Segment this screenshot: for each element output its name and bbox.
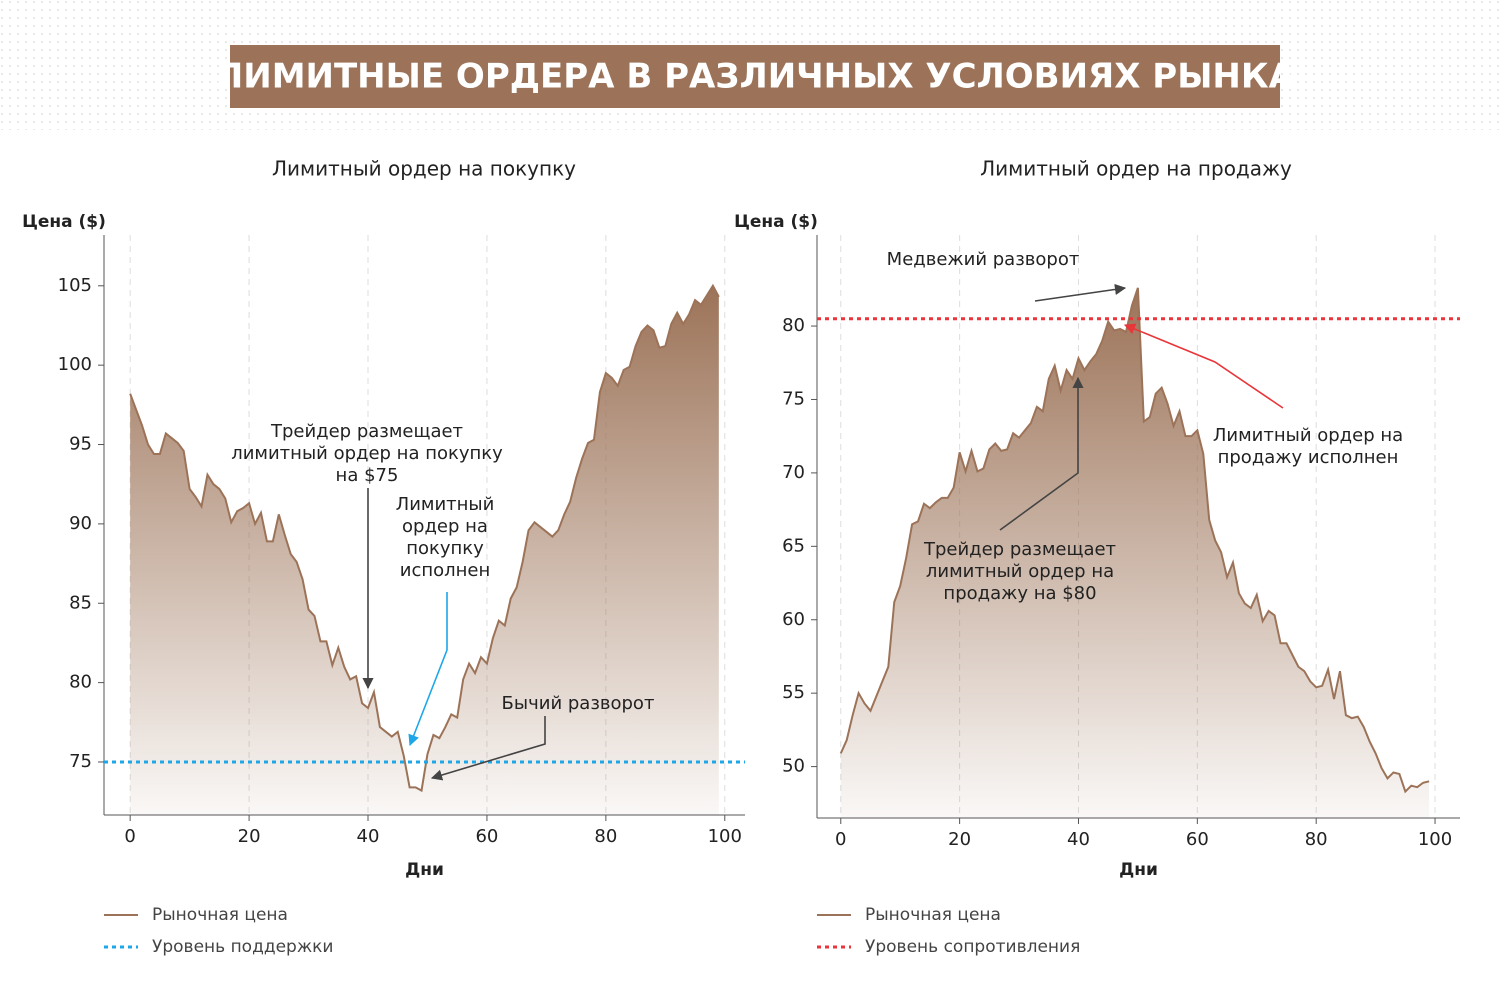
price-line bbox=[129, 283, 720, 793]
annotation-arrow bbox=[1034, 283, 1127, 302]
page-title: ЛИМИТНЫЕ ОРДЕРА В РАЗЛИЧНЫХ УСЛОВИЯХ РЫН… bbox=[215, 57, 1296, 97]
x-tick-label: 100 bbox=[1418, 829, 1452, 850]
annotation: ордер на bbox=[402, 516, 488, 537]
y-axis-label: Цена ($) bbox=[22, 212, 106, 232]
annotation: Трейдер размещает bbox=[270, 421, 463, 442]
x-tick-label: 60 bbox=[475, 826, 498, 847]
y-tick-label: 100 bbox=[58, 354, 92, 375]
price-area bbox=[130, 285, 719, 815]
annotation-arrow bbox=[430, 716, 546, 781]
y-tick-label: 95 bbox=[69, 434, 92, 455]
legend-label: Уровень сопротивления bbox=[865, 937, 1080, 957]
x-tick-label: 100 bbox=[708, 826, 742, 847]
y-tick-label: 55 bbox=[782, 682, 805, 703]
annotation: Лимитный ордер на bbox=[1213, 425, 1403, 446]
y-tick-label: 65 bbox=[782, 535, 805, 556]
legend-label: Рыночная цена bbox=[865, 905, 1001, 925]
annotation: лимитный ордер на покупку bbox=[231, 443, 503, 464]
legend-label: Уровень поддержки bbox=[152, 937, 333, 957]
y-tick-label: 80 bbox=[782, 315, 805, 336]
y-tick-label: 75 bbox=[782, 388, 805, 409]
annotation: продажу на $80 bbox=[943, 583, 1096, 604]
price-area bbox=[840, 287, 1430, 819]
annotation-arrow bbox=[408, 592, 448, 747]
y-tick-label: 80 bbox=[69, 672, 92, 693]
annotation: Медвежий разворот bbox=[887, 249, 1080, 270]
y-tick-label: 105 bbox=[58, 275, 92, 296]
y-tick-label: 50 bbox=[782, 756, 805, 777]
annotation: Бычий разворот bbox=[502, 693, 655, 714]
annotation-arrow bbox=[999, 376, 1084, 531]
x-tick-label: 0 bbox=[124, 826, 135, 847]
chart-title: Лимитный ордер на покупку bbox=[272, 157, 576, 181]
y-tick-label: 85 bbox=[69, 592, 92, 613]
x-tick-label: 40 bbox=[1067, 829, 1090, 850]
price-line bbox=[839, 287, 1430, 794]
chart-title: Лимитный ордер на продажу bbox=[980, 157, 1292, 181]
x-tick-label: 60 bbox=[1186, 829, 1209, 850]
x-axis-label: Дни bbox=[1119, 860, 1158, 880]
legend-label: Рыночная цена bbox=[152, 905, 288, 925]
x-axis-label: Дни bbox=[405, 860, 444, 880]
annotation: Трейдер размещает bbox=[923, 539, 1116, 560]
x-tick-label: 80 bbox=[1305, 829, 1328, 850]
annotation: на $75 bbox=[336, 465, 399, 486]
x-tick-label: 20 bbox=[238, 826, 261, 847]
y-tick-label: 90 bbox=[69, 513, 92, 534]
annotation: Лимитный bbox=[396, 494, 495, 515]
x-tick-label: 0 bbox=[835, 829, 846, 850]
annotation: продажу исполнен bbox=[1218, 447, 1399, 468]
annotation: лимитный ордер на bbox=[926, 561, 1114, 582]
x-tick-label: 40 bbox=[357, 826, 380, 847]
y-axis-label: Цена ($) bbox=[734, 212, 818, 232]
y-tick-label: 75 bbox=[69, 751, 92, 772]
x-tick-label: 20 bbox=[948, 829, 971, 850]
x-tick-label: 80 bbox=[594, 826, 617, 847]
y-tick-label: 70 bbox=[782, 462, 805, 483]
annotation: исполнен bbox=[400, 560, 491, 581]
y-tick-label: 60 bbox=[782, 609, 805, 630]
title-banner bbox=[230, 45, 1280, 108]
annotation: покупку bbox=[406, 538, 484, 559]
annotation-arrow bbox=[1123, 323, 1284, 409]
